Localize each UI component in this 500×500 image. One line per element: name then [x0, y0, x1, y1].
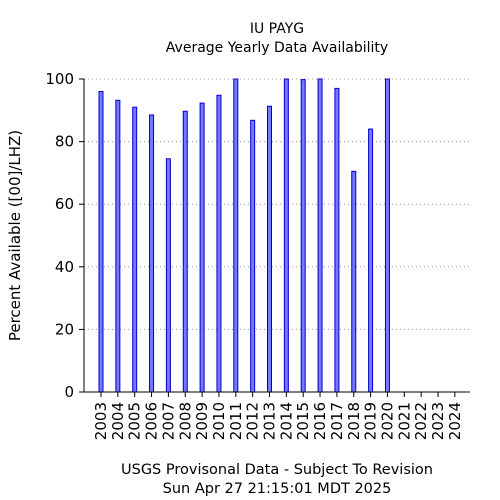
footer-line-2: Sun Apr 27 21:15:01 MDT 2025 [163, 481, 392, 497]
x-tick-label: 2023 [429, 402, 447, 440]
bar-2013 [267, 105, 272, 393]
x-tick-label: 2021 [395, 402, 413, 440]
bars [98, 78, 390, 393]
bar-2017 [334, 87, 340, 393]
x-tick-label: 2004 [109, 402, 127, 440]
bar-2004 [115, 99, 121, 393]
bar-2007 [165, 158, 171, 393]
y-tick-label: 40 [55, 258, 74, 276]
bar-2019 [368, 128, 374, 393]
y-tick-label: 60 [55, 195, 74, 213]
y-tick-label: 0 [64, 383, 74, 401]
x-tick-label: 2022 [412, 402, 430, 440]
x-tick-label: 2018 [345, 402, 363, 440]
x-tick-label: 2014 [277, 402, 295, 440]
bar-2018 [351, 170, 357, 393]
bar-2011 [233, 78, 239, 393]
bar-2008 [182, 110, 188, 393]
y-axis-ticks: 0 20 40 60 80 100 [45, 70, 84, 401]
chart-subtitle: Average Yearly Data Availability [166, 40, 388, 56]
x-tick-label: 2011 [227, 402, 245, 440]
bar-2014 [283, 78, 289, 393]
x-tick-label: 2013 [261, 402, 279, 440]
y-tick-label: 80 [55, 133, 74, 151]
bar-2003 [98, 91, 104, 393]
x-tick-label: 2017 [328, 402, 346, 440]
bar-2006 [149, 114, 155, 393]
bar-2020 [384, 78, 390, 393]
x-tick-label: 2015 [294, 402, 312, 440]
bar-2009 [199, 102, 205, 393]
x-tick-label: 2009 [193, 402, 211, 440]
chart-title: IU PAYG [250, 21, 304, 37]
y-axis-label: Percent Available ([00]/LHZ) [6, 130, 24, 341]
x-tick-label: 2024 [446, 402, 464, 440]
bar-2016 [317, 78, 323, 393]
x-tick-label: 2006 [143, 402, 161, 440]
bar-2012 [250, 119, 256, 393]
x-tick-label: 2003 [92, 402, 110, 440]
x-tick-label: 2012 [244, 402, 262, 440]
grid-lines [84, 78, 470, 330]
y-tick-label: 20 [55, 320, 74, 338]
x-tick-label: 2016 [311, 402, 329, 440]
x-tick-label: 2008 [176, 402, 194, 440]
bar-2015 [300, 79, 306, 393]
bar-2005 [132, 106, 138, 393]
x-tick-label: 2019 [362, 402, 380, 440]
x-tick-label: 2007 [159, 402, 177, 440]
x-tick-label: 2010 [210, 402, 228, 440]
bar-2010 [216, 94, 222, 393]
x-tick-label: 2020 [378, 402, 396, 440]
x-axis-ticks: 2003200420052006200720082009201020112012… [92, 392, 464, 440]
y-tick-label: 100 [45, 70, 74, 88]
footer-line-1: USGS Provisonal Data - Subject To Revisi… [121, 462, 433, 478]
x-tick-label: 2005 [126, 402, 144, 440]
